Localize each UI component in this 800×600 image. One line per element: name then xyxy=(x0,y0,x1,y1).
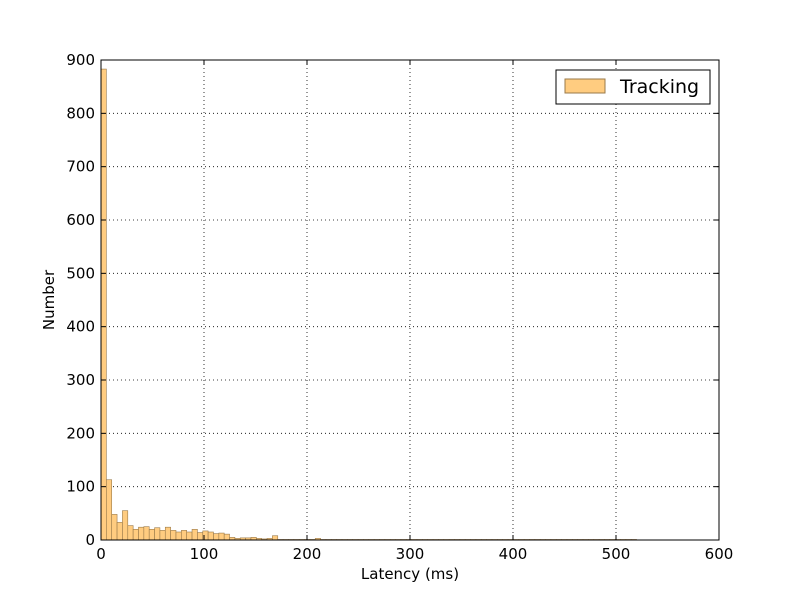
histogram-bar xyxy=(186,531,193,541)
histogram-bar xyxy=(106,479,113,541)
histogram-bar xyxy=(111,514,118,541)
legend: Tracking xyxy=(555,69,711,105)
histogram-bar xyxy=(191,529,198,541)
x-tick-label: 100 xyxy=(190,545,219,563)
histogram-bar xyxy=(272,535,279,541)
y-axis-label: Number xyxy=(40,269,58,330)
x-tick-label: 400 xyxy=(499,545,528,563)
histogram-bar xyxy=(170,530,177,541)
histogram-bar xyxy=(100,68,107,541)
tick-labels: 0 100 200 300 400 500 600 0 100 200 300 400 500 600 70… xyxy=(66,51,733,563)
grid-lines xyxy=(101,60,719,540)
x-tick-label: 0 xyxy=(96,545,106,563)
histogram-bar xyxy=(143,526,150,541)
histogram-bar xyxy=(122,510,129,541)
histogram-bar xyxy=(197,532,204,541)
x-tick-label: 600 xyxy=(705,545,734,563)
y-tick-label: 200 xyxy=(66,424,95,442)
y-tick-label: 0 xyxy=(85,531,95,549)
y-tick-label: 700 xyxy=(66,158,95,176)
x-tick-label: 200 xyxy=(293,545,322,563)
legend-box xyxy=(555,69,711,105)
histogram-bar xyxy=(207,531,214,541)
histogram-bar xyxy=(164,526,171,541)
y-tick-label: 500 xyxy=(66,264,95,282)
histogram-bar xyxy=(116,522,123,541)
histogram-bar xyxy=(223,533,230,541)
y-tick-label: 900 xyxy=(66,51,95,69)
legend-label-tracking: Tracking xyxy=(619,76,699,98)
y-tick-label: 300 xyxy=(66,371,95,389)
histogram-bar xyxy=(127,525,134,541)
y-tick-label: 400 xyxy=(66,318,95,336)
axis-ticks xyxy=(100,59,720,541)
x-axis-label: Latency (ms) xyxy=(361,565,459,583)
y-tick-label: 100 xyxy=(66,478,95,496)
x-tick-label: 500 xyxy=(602,545,631,563)
histogram-bar xyxy=(213,533,220,541)
histogram-bar xyxy=(148,529,155,541)
histogram-bar xyxy=(154,527,161,541)
histogram-bar xyxy=(181,530,187,541)
histogram-bar xyxy=(175,531,182,541)
y-tick-label: 800 xyxy=(66,104,95,122)
legend-swatch-tracking xyxy=(564,78,606,94)
histogram-bar xyxy=(132,529,139,541)
x-tick-label: 300 xyxy=(396,545,425,563)
histogram-bar xyxy=(138,526,145,541)
histogram-bar xyxy=(159,530,166,541)
histogram-bar xyxy=(218,532,225,541)
y-tick-label: 600 xyxy=(66,211,95,229)
